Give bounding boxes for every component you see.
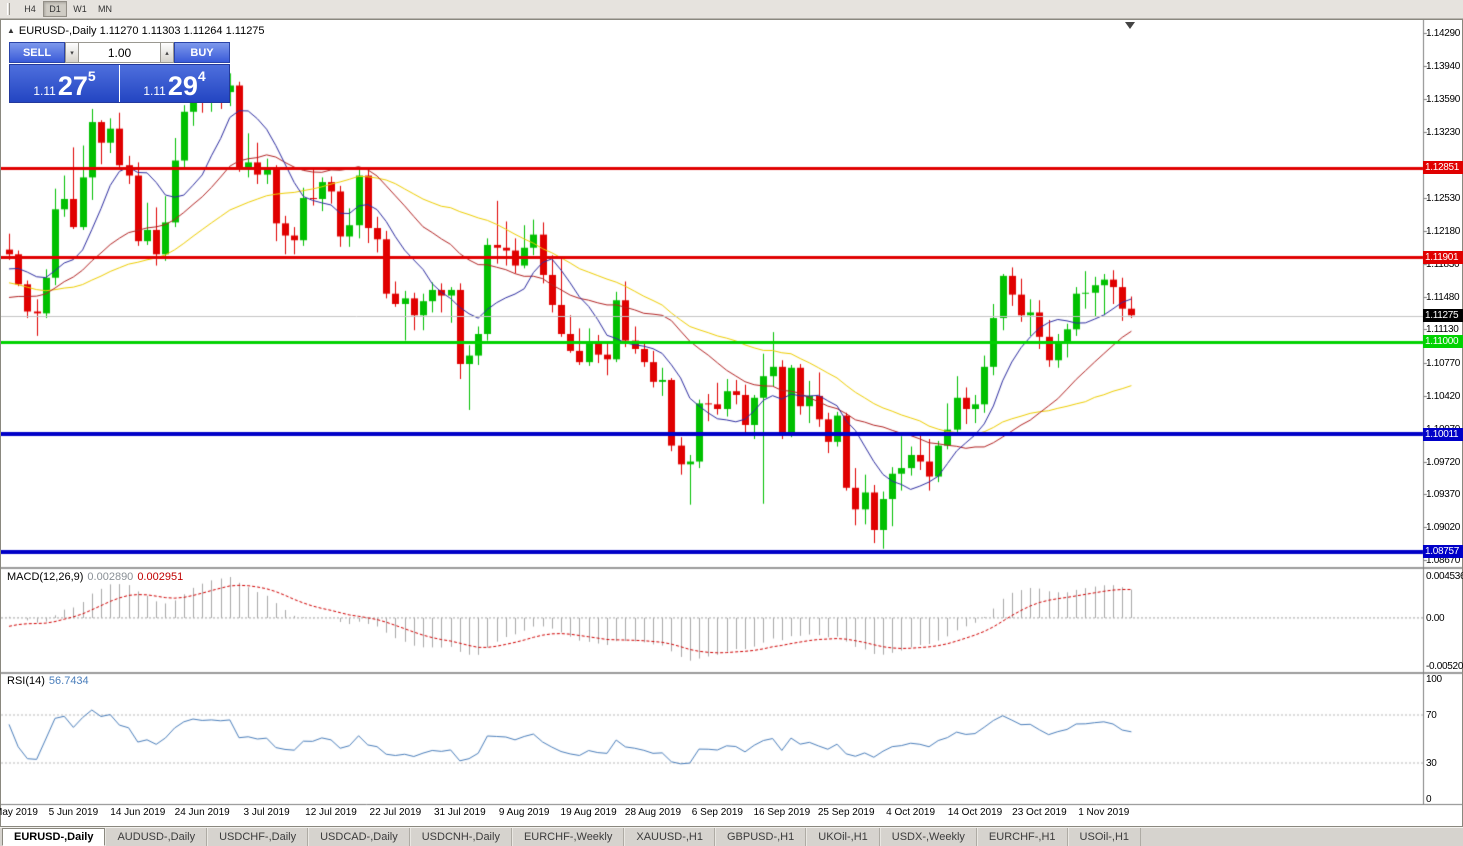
macd-axis-label: 0.004536 [1426, 571, 1463, 582]
buy-price-point: 4 [197, 68, 206, 84]
chart-tab-audusd-daily[interactable]: AUDUSD-,Daily [105, 828, 208, 846]
time-axis-label: 27 May 2019 [0, 807, 38, 818]
chart-tab-gbpusd-h1[interactable]: GBPUSD-,H1 [715, 828, 807, 846]
chart-tab-usdcad-daily[interactable]: USDCAD-,Daily [308, 828, 410, 846]
level-price-tag: 1.11901 [1423, 250, 1463, 264]
level-price-tag: 1.08757 [1423, 545, 1463, 559]
chart-info: ▲ EURUSD-,Daily 1.11270 1.11303 1.11264 … [7, 25, 265, 37]
time-axis-label: 3 Jul 2019 [243, 807, 290, 818]
rsi-axis-label: 0 [1426, 794, 1432, 805]
time-axis-label: 31 Jul 2019 [433, 807, 486, 818]
timeframe-button-h4[interactable]: H4 [18, 1, 42, 17]
time-axis-label: 16 Sep 2019 [753, 807, 811, 818]
price-axis-label: 1.09370 [1426, 489, 1461, 501]
macd-axis-label: 0.00 [1426, 612, 1445, 624]
timeframe-button-w1[interactable]: W1 [68, 1, 92, 17]
level-price-tag: 1.12851 [1423, 161, 1463, 175]
time-axis-label: 14 Jun 2019 [110, 807, 166, 818]
chart-tabs-bar: EURUSD-,Daily AUDUSD-,Daily USDCHF-,Daily U… [0, 827, 1463, 846]
volume-input[interactable] [79, 42, 160, 63]
volume-increase-button[interactable]: ▴ [160, 42, 174, 63]
price-axis-label: 1.10420 [1426, 390, 1461, 402]
time-axis-label: 12 Jul 2019 [305, 807, 357, 818]
price-axis-label: 1.12180 [1426, 225, 1461, 237]
time-axis-label: 19 Aug 2019 [560, 807, 617, 818]
current-price-tag: 1.11275 [1423, 309, 1463, 323]
timeframe-toolbar: H4 D1 W1 MN [0, 0, 1463, 19]
chart-info-text: EURUSD-,Daily 1.11270 1.11303 1.11264 1.… [18, 25, 265, 37]
chart-tab-eurchf-h1[interactable]: EURCHF-,H1 [976, 828, 1068, 846]
one-click-trading-panel: SELL ▾ ▴ BUY 1.11 27 5 1.11 29 4 [9, 42, 230, 103]
price-axis-label: 1.13940 [1426, 60, 1461, 72]
sell-price-prefix: 1.11 [33, 83, 56, 98]
price-axis-label: 1.09720 [1426, 456, 1461, 468]
buy-price-prefix: 1.11 [143, 83, 166, 98]
rsi-axis-label: 100 [1426, 674, 1442, 685]
time-axis-label: 14 Oct 2019 [947, 807, 1003, 818]
buy-button[interactable]: BUY [174, 42, 230, 63]
price-axis-label: 1.14290 [1426, 28, 1461, 39]
timeframe-buttons: H4 D1 W1 MN [18, 1, 118, 17]
chart-tab-eurchf-weekly[interactable]: EURCHF-,Weekly [511, 828, 625, 846]
macd-indicator-label: MACD(12,26,9) 0.002890 0.002951 [7, 571, 183, 583]
chart-tab-xauusd-h1[interactable]: XAUUSD-,H1 [624, 828, 715, 846]
time-axis-label: 1 Nov 2019 [1078, 807, 1130, 818]
level-price-tag: 1.11000 [1423, 335, 1463, 348]
price-axis-label: 1.12530 [1426, 193, 1461, 205]
time-axis-label: 28 Aug 2019 [624, 807, 682, 818]
chart-shift-marker[interactable] [1125, 22, 1135, 29]
buy-price-display[interactable]: 1.11 29 4 [120, 65, 229, 102]
chart-window: ▲ EURUSD-,Daily 1.11270 1.11303 1.11264 … [0, 19, 1463, 827]
timeframe-button-d1[interactable]: D1 [43, 1, 67, 17]
chart-tab-ukoil-h1[interactable]: UKOil-,H1 [806, 828, 880, 846]
macd-axis-label: -0.005205 [1426, 661, 1463, 672]
buy-price-pips: 29 [167, 71, 198, 102]
rsi-axis-label: 30 [1426, 758, 1437, 769]
time-axis-label: 9 Aug 2019 [498, 807, 550, 818]
time-axis-label: 23 Oct 2019 [1012, 807, 1067, 818]
rsi-indicator-label: RSI(14) 56.7434 [7, 675, 89, 687]
level-price-tag: 1.10011 [1423, 427, 1463, 441]
chart-tabs: EURUSD-,Daily AUDUSD-,Daily USDCHF-,Daily U… [2, 828, 1142, 846]
timeframe-button-mn[interactable]: MN [93, 1, 117, 17]
time-axis-label: 25 Sep 2019 [817, 807, 875, 818]
toolbar-grip[interactable] [7, 3, 10, 15]
price-axis-label: 1.13230 [1426, 127, 1461, 139]
rsi-axis-label: 70 [1426, 710, 1437, 721]
price-axis-label: 1.13590 [1426, 93, 1461, 105]
price-axis-label: 1.08670 [1426, 555, 1461, 566]
price-axis-label: 1.10770 [1426, 358, 1461, 370]
sell-price-display[interactable]: 1.11 27 5 [10, 65, 120, 102]
price-axis-label: 1.11480 [1426, 291, 1460, 303]
time-axis-label: 5 Jun 2019 [48, 807, 99, 818]
macd-main-value: 0.002890 [87, 571, 134, 583]
time-axis-label: 22 Jul 2019 [369, 807, 422, 818]
volume-decrease-button[interactable]: ▾ [65, 42, 79, 63]
price-axis-label: 1.11130 [1426, 324, 1459, 336]
trade-controls-row: SELL ▾ ▴ BUY [9, 42, 230, 63]
chart-tab-usdchf-daily[interactable]: USDCHF-,Daily [207, 828, 309, 846]
macd-name: MACD(12,26,9) [7, 571, 84, 583]
macd-signal-value: 0.002951 [137, 571, 184, 583]
sell-button[interactable]: SELL [9, 42, 65, 63]
time-axis-label: 6 Sep 2019 [691, 807, 743, 818]
chart-tab-eurusd-daily[interactable]: EURUSD-,Daily [2, 828, 106, 846]
time-axis-label: 4 Oct 2019 [886, 807, 936, 818]
sell-price-pips: 27 [57, 71, 88, 102]
price-axis-label: 1.09020 [1426, 522, 1461, 534]
price-chart-canvas[interactable] [1, 20, 1462, 826]
time-axis-label: 24 Jun 2019 [174, 807, 230, 818]
rsi-value: 56.7434 [48, 675, 89, 687]
rsi-name: RSI(14) [7, 675, 45, 687]
chart-tab-usdcnh-daily[interactable]: USDCNH-,Daily [409, 828, 512, 846]
collapse-trade-panel-icon[interactable]: ▲ [7, 26, 15, 35]
sell-price-point: 5 [87, 68, 96, 84]
trade-prices-row: 1.11 27 5 1.11 29 4 [9, 64, 230, 103]
chart-tab-usoil-h1[interactable]: USOil-,H1 [1067, 828, 1142, 846]
chart-tab-usdx-weekly[interactable]: USDX-,Weekly [879, 828, 977, 846]
price-axis-label: 1.11830 [1426, 258, 1460, 270]
